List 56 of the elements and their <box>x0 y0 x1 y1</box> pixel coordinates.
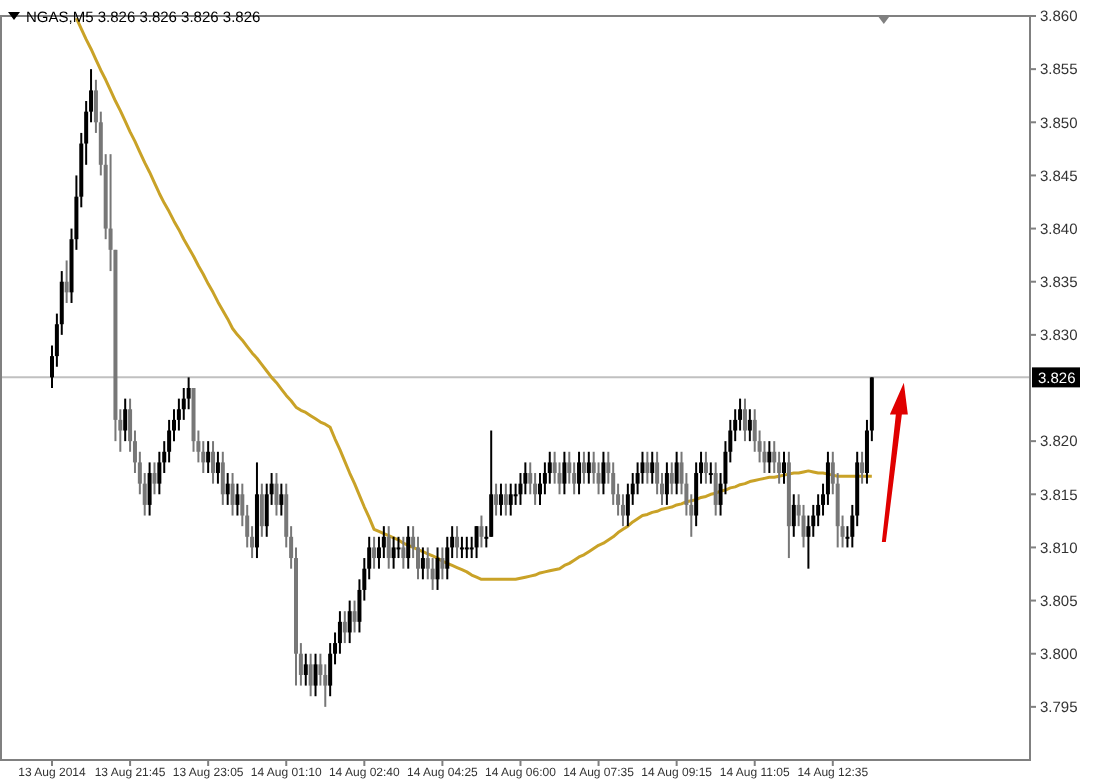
candlestick <box>211 440 216 485</box>
candlestick <box>669 461 674 496</box>
candlestick <box>259 482 264 538</box>
candlestick <box>64 259 69 304</box>
candlestick <box>860 450 865 485</box>
candlestick <box>791 493 796 538</box>
candlestick <box>420 546 425 581</box>
candlestick <box>581 450 586 485</box>
candlestick <box>274 472 279 517</box>
candlestick <box>303 652 308 687</box>
candlestick <box>401 535 406 570</box>
candlestick <box>650 450 655 485</box>
candlestick <box>386 525 391 570</box>
candlestick <box>664 461 669 506</box>
candlestick <box>406 525 411 570</box>
candlestick <box>279 482 284 517</box>
candlestick <box>435 546 440 591</box>
candlestick <box>230 472 235 517</box>
candlestick <box>391 535 396 570</box>
candlestick <box>498 482 503 517</box>
candlestick <box>645 450 650 485</box>
candlestick <box>494 482 499 517</box>
candlestick <box>342 610 347 645</box>
candlestick <box>479 514 484 549</box>
candlestick <box>713 461 718 517</box>
candlestick <box>474 525 479 560</box>
candlestick <box>308 652 313 698</box>
candlestick <box>464 535 469 560</box>
candlestick <box>123 397 128 443</box>
candlestick <box>503 482 508 517</box>
candlestick <box>220 450 225 506</box>
candlestick <box>206 440 211 475</box>
candlestick <box>147 461 152 517</box>
candlestick <box>586 450 591 485</box>
candlestick <box>440 546 445 581</box>
candlestick <box>708 461 713 485</box>
candlestick <box>313 652 318 698</box>
candlestick <box>235 482 240 517</box>
candlestick <box>782 450 786 485</box>
candlestick <box>215 450 220 485</box>
candlestick <box>562 450 567 496</box>
candlestick <box>152 461 157 496</box>
candlestick <box>577 450 582 496</box>
candlestick <box>747 408 752 443</box>
candlestick <box>508 482 513 517</box>
candlestick <box>225 472 230 506</box>
candlestick <box>372 535 377 570</box>
candlestick <box>455 525 460 560</box>
candlestick <box>742 397 747 443</box>
candlestick <box>352 599 357 634</box>
candlestick <box>674 450 679 496</box>
candlestick <box>767 440 772 475</box>
candlestick <box>347 599 352 645</box>
candlestick <box>601 450 606 496</box>
candlestick <box>459 535 464 560</box>
candlestick <box>703 450 708 485</box>
